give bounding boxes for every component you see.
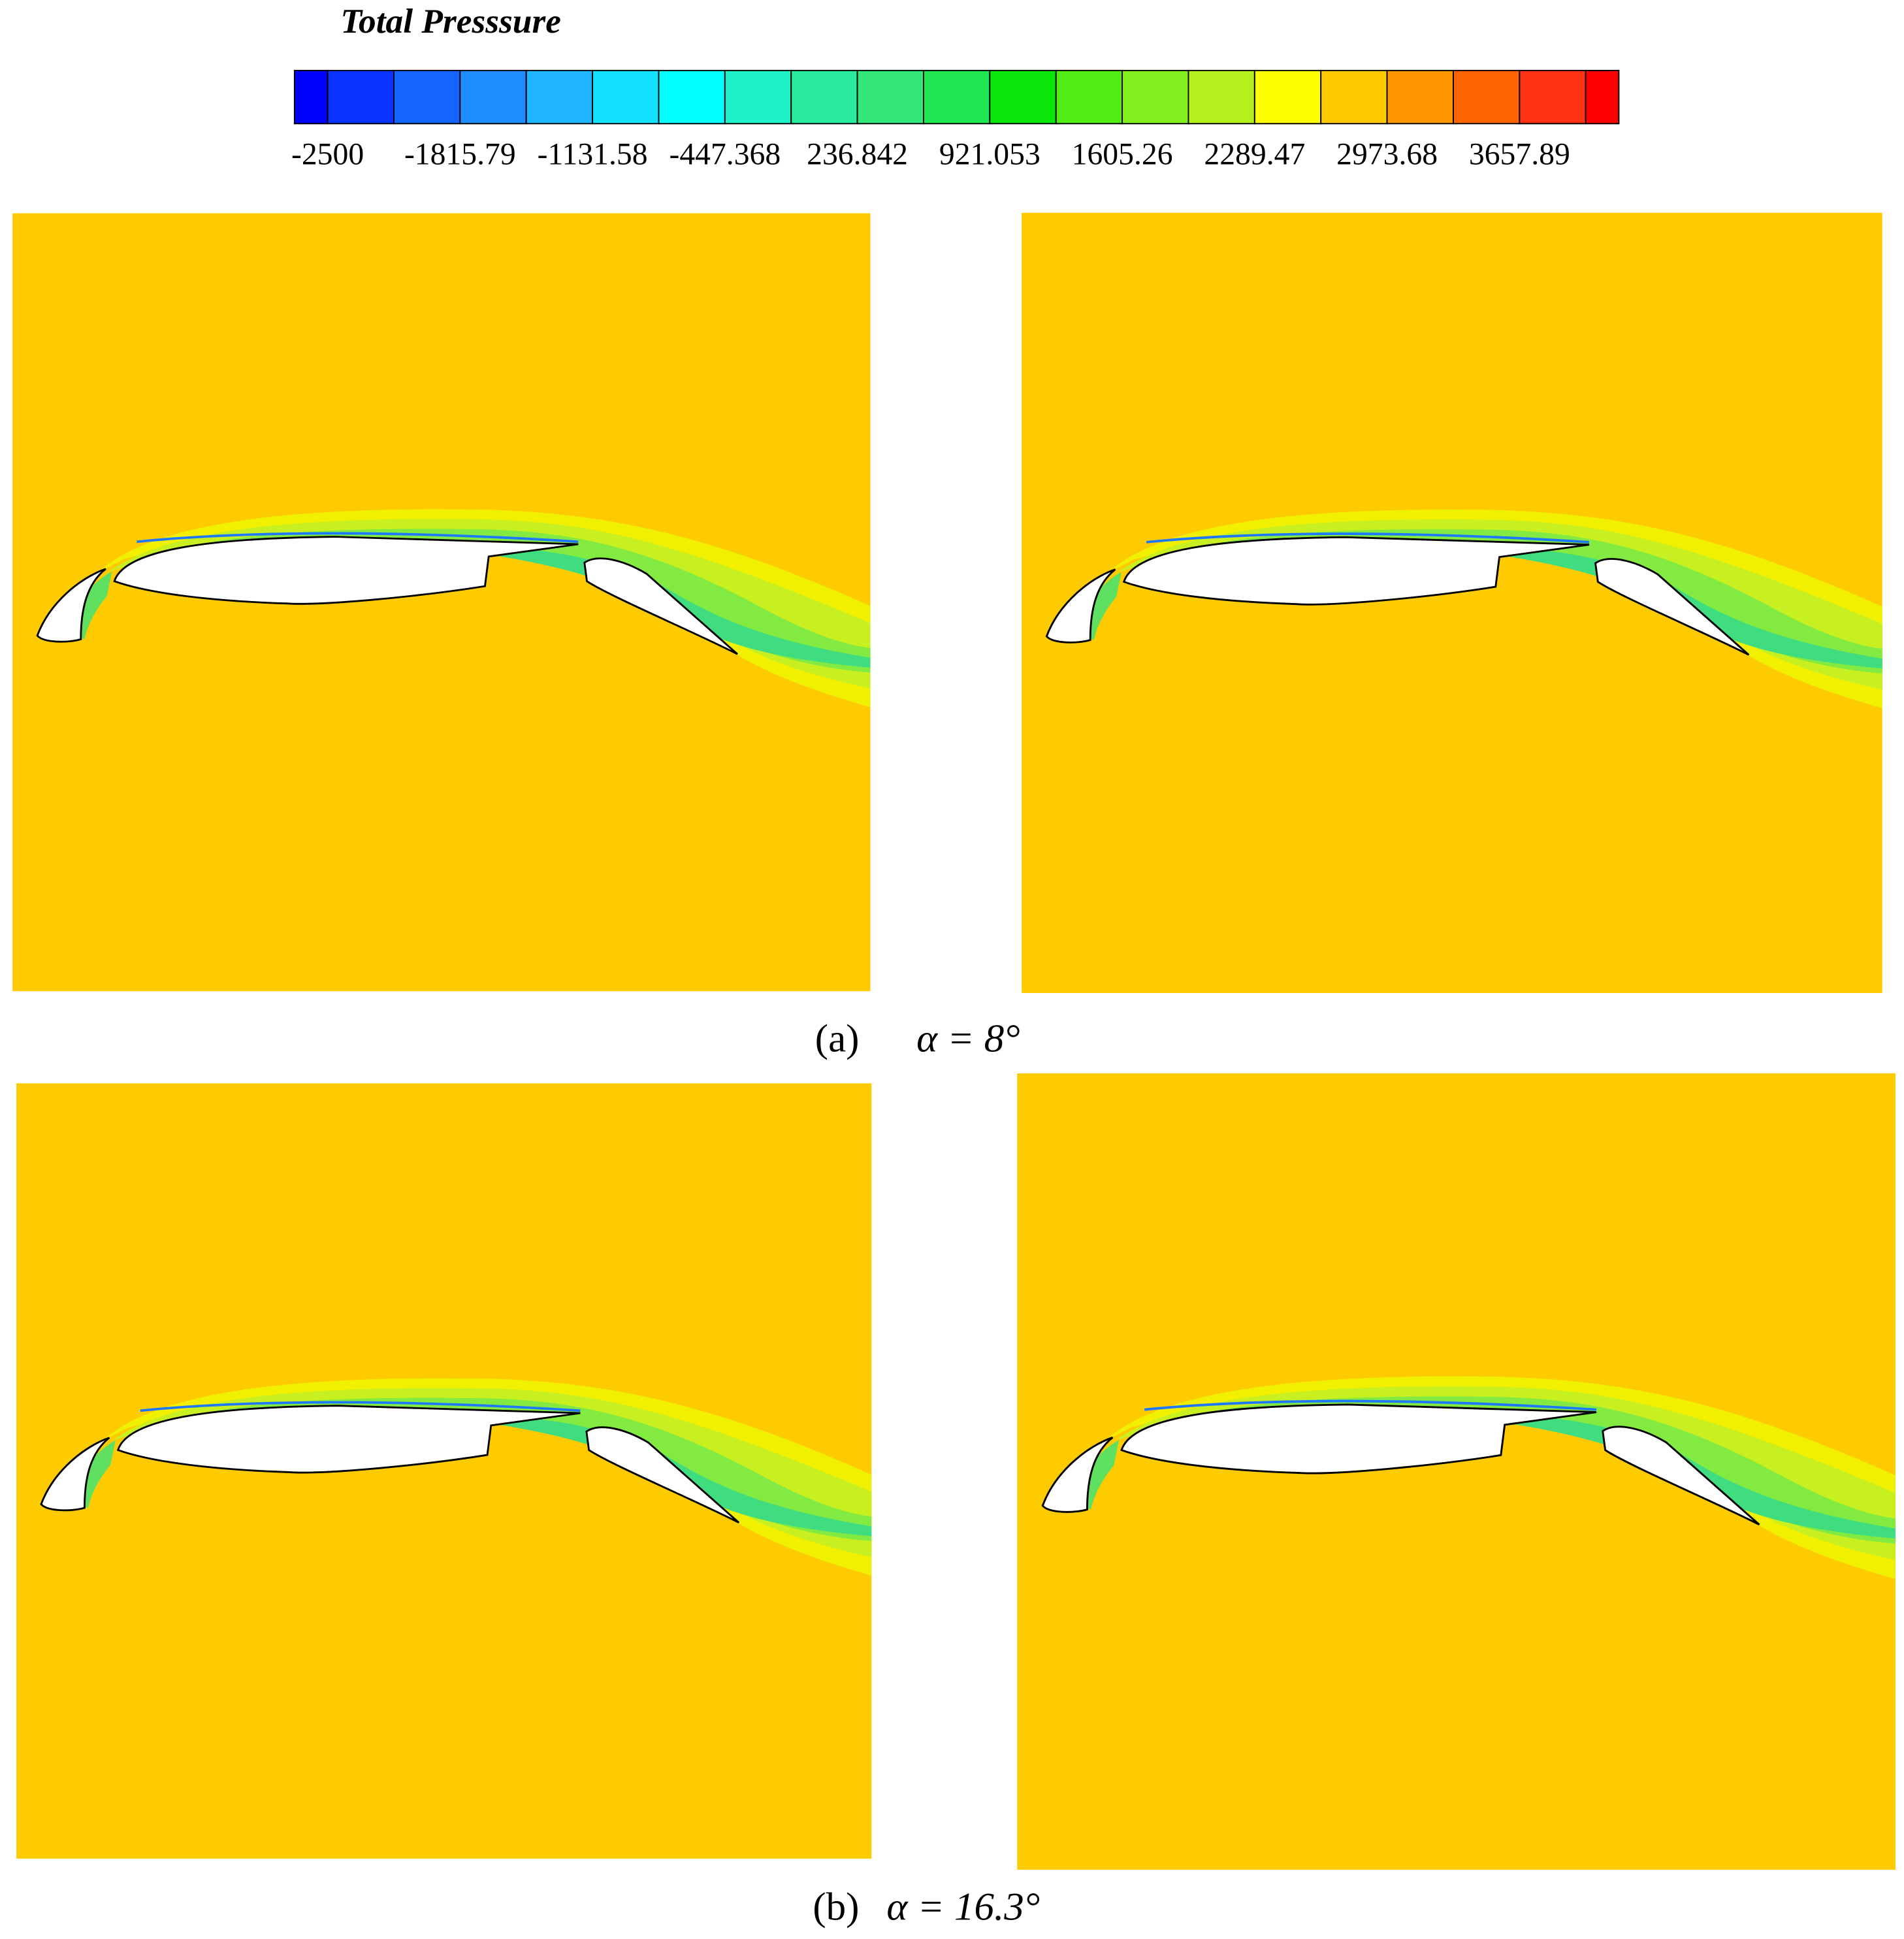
contour-panel xyxy=(1021,212,1883,993)
caption-text: α = 16.3° xyxy=(886,1885,1040,1929)
colorbar-tick-label: -1131.58 xyxy=(538,137,648,171)
colorbar-swatch xyxy=(525,69,594,125)
colorbar-title: Total Presssure xyxy=(340,2,561,41)
colorbar-tick-label: 2973.68 xyxy=(1336,137,1438,171)
colorbar-swatch xyxy=(989,69,1057,125)
colorbar-tick-label: 921.053 xyxy=(939,137,1041,171)
colorbar-tick-label: -1815.79 xyxy=(404,137,516,171)
colorbar-tick-label: -447.368 xyxy=(669,137,781,171)
colorbar xyxy=(293,69,1620,125)
contour-panel xyxy=(12,212,871,992)
colorbar-swatch xyxy=(1453,69,1521,125)
colorbar-swatch xyxy=(1519,69,1587,125)
colorbar-swatch xyxy=(1055,69,1123,125)
colorbar-swatch xyxy=(1187,69,1255,125)
colorbar-swatch xyxy=(293,69,329,125)
colorbar-swatch xyxy=(923,69,991,125)
caption-label: (b) xyxy=(813,1885,859,1929)
colorbar-tick-label: 3657.89 xyxy=(1469,137,1570,171)
colorbar-swatch xyxy=(327,69,395,125)
colorbar-tick-label: 2289.47 xyxy=(1204,137,1305,171)
caption-label: (a) xyxy=(815,1017,860,1061)
colorbar-swatch xyxy=(658,69,726,125)
caption-text: α = 8° xyxy=(916,1017,1020,1061)
colorbar-swatch xyxy=(1585,69,1620,125)
contour-panel xyxy=(1016,1073,1897,1870)
colorbar-swatch xyxy=(790,69,858,125)
colorbar-swatch xyxy=(393,69,461,125)
colorbar-swatch xyxy=(592,69,660,125)
colorbar-ticks: -2500 -1815.79 -1131.58 -447.368 236.842 921.… xyxy=(291,137,1570,171)
colorbar-tick-label: -2500 xyxy=(291,137,364,171)
colorbar-swatch xyxy=(856,69,924,125)
colorbar-swatch xyxy=(459,69,527,125)
contour-panel xyxy=(15,1083,873,1859)
colorbar-swatch xyxy=(1121,69,1189,125)
colorbar-tick-label: 236.842 xyxy=(807,137,908,171)
colorbar-tick-label: 1605.26 xyxy=(1072,137,1173,171)
colorbar-swatch xyxy=(1320,69,1388,125)
colorbar-swatch xyxy=(1386,69,1454,125)
colorbar-swatch xyxy=(724,69,792,125)
colorbar-swatch xyxy=(1253,69,1322,125)
